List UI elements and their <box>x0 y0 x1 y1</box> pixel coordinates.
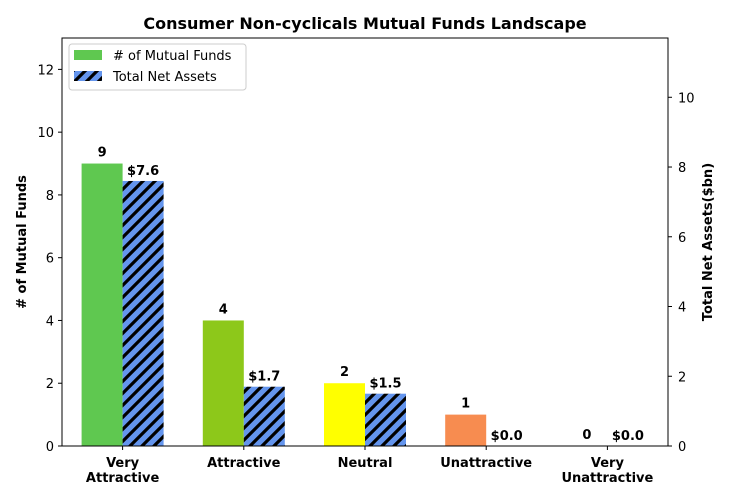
left-tick-label-6: 6 <box>46 252 54 267</box>
bar-label-assets-4: $0.0 <box>612 429 644 444</box>
x-tick-label-4-1: Unattractive <box>561 471 653 486</box>
left-axis-ticks: 0 2 4 6 8 10 12 <box>37 63 62 455</box>
bar-assets-0 <box>122 180 164 446</box>
x-tick-label-2-0: Neutral <box>338 456 393 471</box>
bar-label-funds-3: 1 <box>461 397 470 412</box>
left-tick-label-0: 0 <box>46 440 54 455</box>
legend-box <box>68 43 247 91</box>
x-tick-label-0-1: Attractive <box>86 471 160 486</box>
assets-series <box>122 180 406 446</box>
left-tick-label-12: 12 <box>37 63 54 78</box>
left-tick-label-4: 4 <box>46 314 54 329</box>
legend-label-assets: Total Net Assets <box>112 70 217 85</box>
bar-assets-2 <box>365 393 406 446</box>
left-tick-label-8: 8 <box>46 189 54 204</box>
right-axis-ticks: 0 2 4 6 8 10 <box>668 91 695 455</box>
funds-series <box>81 163 487 447</box>
left-tick-label-10: 10 <box>37 126 54 141</box>
x-tick-label-3-0: Unattractive <box>440 456 532 471</box>
bar-label-assets-2: $1.5 <box>369 377 401 392</box>
bar-label-funds-2: 2 <box>340 365 349 380</box>
bar-label-funds-0: 9 <box>98 146 107 161</box>
bar-label-assets-3: $0.0 <box>491 429 523 444</box>
bar-label-funds-1: 4 <box>219 302 228 317</box>
legend: # of Mutual Funds Total Net Assets <box>68 43 247 91</box>
bar-label-assets-0: $7.6 <box>127 164 159 179</box>
bar-label-funds-4: 0 <box>582 428 591 443</box>
right-axis-label: Total Net Assets($bn) <box>701 163 716 321</box>
left-tick-label-2: 2 <box>46 377 54 392</box>
bar-funds-1 <box>202 320 244 446</box>
legend-swatch-assets <box>74 71 102 81</box>
legend-label-funds: # of Mutual Funds <box>113 49 232 64</box>
right-tick-label-10: 10 <box>678 91 695 106</box>
x-tick-label-4-0: Very <box>591 456 625 471</box>
right-tick-label-6: 6 <box>678 231 686 246</box>
legend-swatch-funds <box>74 50 102 60</box>
bar-funds-2 <box>324 383 365 446</box>
bar-funds-0 <box>81 163 123 447</box>
chart-title: Consumer Non-cyclicals Mutual Funds Land… <box>143 14 586 33</box>
x-tick-label-0-0: Very <box>106 456 140 471</box>
bar-value-labels: 9 $7.6 4 $1.7 2 $1.5 1 $0.0 0 $0.0 <box>98 146 644 444</box>
bar-label-assets-1: $1.7 <box>248 370 280 385</box>
right-tick-label-2: 2 <box>678 370 686 385</box>
right-tick-label-4: 4 <box>678 301 686 316</box>
x-tick-label-1-0: Attractive <box>207 456 281 471</box>
bar-assets-1 <box>243 386 285 446</box>
bar-funds-3 <box>445 414 487 446</box>
right-tick-label-8: 8 <box>678 161 686 176</box>
right-tick-label-0: 0 <box>678 440 686 455</box>
left-axis-label: # of Mutual Funds <box>15 175 30 309</box>
